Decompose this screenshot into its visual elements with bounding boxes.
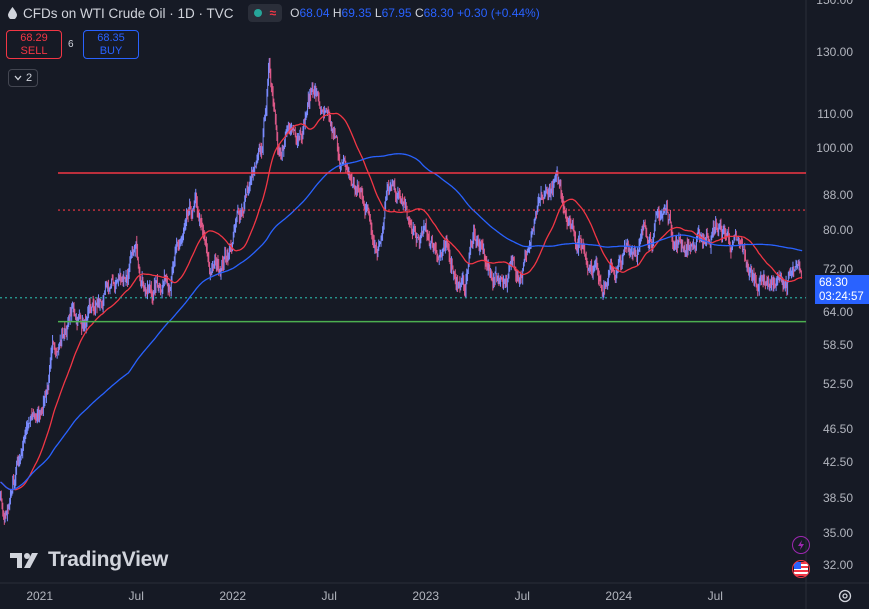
indicators-count: 2: [25, 72, 33, 84]
last-price-tag: 68.30 03:24:57: [815, 275, 869, 304]
sell-button[interactable]: 68.29 SELL: [6, 30, 62, 59]
time-tick-label: 2024: [605, 589, 633, 603]
buy-price: 68.35: [97, 31, 125, 44]
price-tick-label: 64.00: [822, 304, 853, 319]
moving-average-slow: [0, 153, 803, 491]
candles: [0, 57, 802, 525]
us-flag-icon: [794, 562, 808, 576]
time-tick-label: 2023: [412, 589, 440, 603]
indicators-toggle[interactable]: 2: [8, 69, 38, 87]
sell-label: SELL: [20, 44, 48, 57]
lightning-icon: [798, 540, 804, 550]
price-tick-label: 38.50: [822, 490, 853, 505]
tradingview-logo-icon: [10, 553, 38, 568]
price-tick-label: 72.00: [822, 261, 853, 276]
last-price: 68.30: [819, 277, 848, 289]
price-tick-label: 32.00: [822, 558, 853, 573]
spread-value: 6: [68, 39, 74, 50]
buy-button[interactable]: 68.35 BUY: [83, 30, 139, 59]
region-button[interactable]: [792, 560, 810, 578]
price-tick-label: 35.00: [822, 525, 853, 540]
chart-header: CFDs on WTI Crude Oil · 1D · TVC ≈ O68.0…: [8, 4, 540, 22]
buy-label: BUY: [99, 44, 123, 57]
price-tick-label: 100.00: [816, 141, 853, 156]
price-tick-label: 80.00: [822, 223, 853, 238]
time-tick-label: Jul: [707, 589, 723, 603]
price-tick-label: 150.00: [816, 0, 853, 7]
wave-icon: ≈: [269, 6, 277, 20]
brand-name: TradingView: [48, 548, 169, 571]
price-tick-label: 58.50: [822, 337, 853, 352]
chevron-down-icon: [14, 75, 22, 81]
time-tick-label: Jul: [321, 589, 337, 603]
price-change: +0.30 (+0.44%): [457, 6, 540, 20]
price-tick-label: 52.50: [822, 377, 853, 392]
moving-average-fast: [0, 112, 803, 491]
symbol-title[interactable]: CFDs on WTI Crude Oil · 1D · TVC: [23, 5, 234, 21]
lightning-button[interactable]: [792, 536, 810, 554]
time-tick-label: 2022: [219, 589, 247, 603]
settings-button[interactable]: [836, 587, 854, 605]
price-tick-label: 130.00: [816, 45, 853, 60]
price-tick-label: 110.00: [817, 106, 853, 121]
settings-icon: [838, 589, 852, 603]
time-tick-label: Jul: [514, 589, 530, 603]
ohlc-values: O68.04 H69.35 L67.95 C68.30 +0.30 (+0.44…: [290, 6, 540, 20]
sell-price: 68.29: [20, 31, 48, 44]
tradingview-logo[interactable]: TradingView: [10, 548, 168, 572]
time-tick-label: 2021: [26, 589, 54, 603]
status-pill[interactable]: ≈: [247, 4, 283, 22]
price-tick-label: 42.50: [822, 454, 853, 469]
market-status-dot-icon: [253, 9, 262, 17]
bar-countdown: 03:24:57: [819, 291, 864, 303]
time-tick-label: Jul: [128, 589, 144, 603]
crude-oil-drop-icon: [8, 7, 17, 19]
price-tick-label: 88.00: [822, 188, 853, 203]
price-tick-label: 46.50: [822, 421, 853, 436]
